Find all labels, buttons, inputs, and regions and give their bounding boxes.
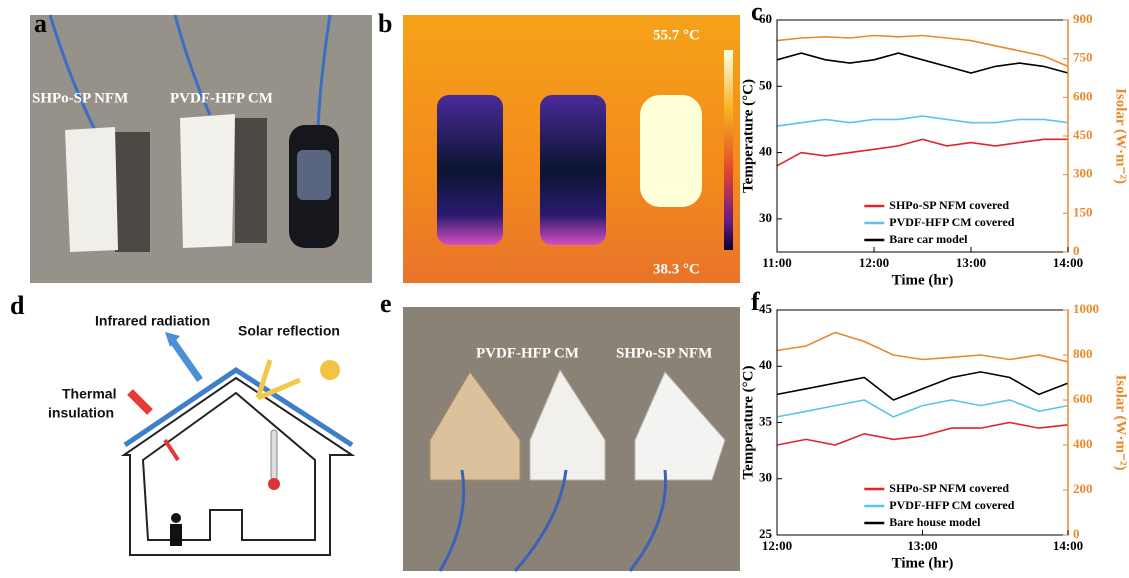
y-tick-label: 30: [759, 470, 772, 485]
y2-tick-label: 600: [1073, 391, 1093, 406]
panel-letter: d: [10, 291, 25, 320]
figure: a SHPo-SP NFM PVDF-HFP CM b 55.7 °C 38.3…: [0, 0, 1129, 573]
diagram-label: insulation: [48, 405, 114, 421]
y2-axis-label: Isolar (W·m⁻²): [1113, 88, 1129, 184]
photo-label: PVDF-HFP CM: [476, 345, 579, 361]
y2-tick-label: 450: [1073, 127, 1093, 142]
diagram-label: Thermal: [62, 386, 116, 402]
x-axis-label: Time (hr): [892, 272, 954, 288]
x-tick-label: 14:00: [1053, 538, 1083, 553]
photo-label: SHPo-SP NFM: [616, 345, 712, 361]
panel-letter: e: [380, 289, 392, 318]
photo-e: e PVDF-HFP CM SHPo-SP NFM: [380, 289, 740, 571]
legend-label: PVDF-HFP CM covered: [889, 215, 1014, 229]
data-line: [777, 116, 1068, 126]
data-line: [777, 372, 1068, 400]
y2-tick-label: 900: [1073, 11, 1093, 26]
y-tick-label: 50: [759, 77, 772, 92]
y2-axis-label: Isolar (W·m⁻²): [1113, 375, 1129, 471]
x-axis-label: Time (hr): [892, 555, 954, 571]
y2-tick-label: 600: [1073, 88, 1093, 103]
y2-tick-label: 300: [1073, 166, 1093, 181]
panel-letter: b: [378, 9, 392, 38]
y-axis-label: Temperature (°C): [740, 366, 756, 480]
legend-label: SHPo-SP NFM covered: [889, 481, 1009, 495]
y-tick-label: 40: [759, 144, 772, 159]
house-diagram: d Infrared radiation Solar reflection Th…: [10, 291, 352, 555]
x-tick-label: 13:00: [907, 538, 937, 553]
photo-a: a SHPo-SP NFM PVDF-HFP CM: [30, 9, 372, 283]
y-tick-label: 35: [759, 413, 773, 428]
legend-label: PVDF-HFP CM covered: [889, 498, 1014, 512]
panel-letter: a: [34, 9, 47, 38]
y2-tick-label: 400: [1073, 436, 1093, 451]
y-tick-label: 30: [759, 210, 772, 225]
data-line: [777, 333, 1068, 362]
colorbar-min: 38.3 °C: [653, 261, 700, 277]
y-axis-label: Temperature (°C): [740, 79, 756, 193]
data-line: [777, 53, 1068, 73]
y2-tick-label: 1000: [1073, 301, 1099, 316]
legend-label: Bare car model: [889, 232, 968, 246]
legend-label: Bare house model: [889, 515, 981, 529]
photo-label: PVDF-HFP CM: [170, 90, 273, 106]
x-tick-label: 14:00: [1053, 255, 1083, 270]
data-line: [777, 36, 1068, 67]
diagram-label: Solar reflection: [238, 323, 340, 339]
y2-tick-label: 750: [1073, 50, 1093, 65]
data-line: [777, 139, 1068, 166]
x-tick-label: 13:00: [956, 255, 986, 270]
legend-label: SHPo-SP NFM covered: [889, 198, 1009, 212]
diagram-label: Infrared radiation: [95, 313, 210, 329]
y-tick-label: 60: [759, 11, 772, 26]
y-tick-label: 40: [759, 357, 772, 372]
y2-tick-label: 800: [1073, 346, 1093, 361]
x-tick-label: 12:00: [762, 538, 792, 553]
data-line: [777, 423, 1068, 446]
colorbar-max: 55.7 °C: [653, 27, 700, 43]
x-tick-label: 12:00: [859, 255, 889, 270]
data-line: [777, 400, 1068, 417]
y2-tick-label: 150: [1073, 204, 1093, 219]
x-tick-label: 11:00: [762, 255, 792, 270]
thermal-image: b 55.7 °C 38.3 °C: [378, 9, 740, 283]
y2-tick-label: 200: [1073, 481, 1093, 496]
y-tick-label: 45: [759, 301, 773, 316]
photo-label: SHPo-SP NFM: [32, 90, 128, 106]
